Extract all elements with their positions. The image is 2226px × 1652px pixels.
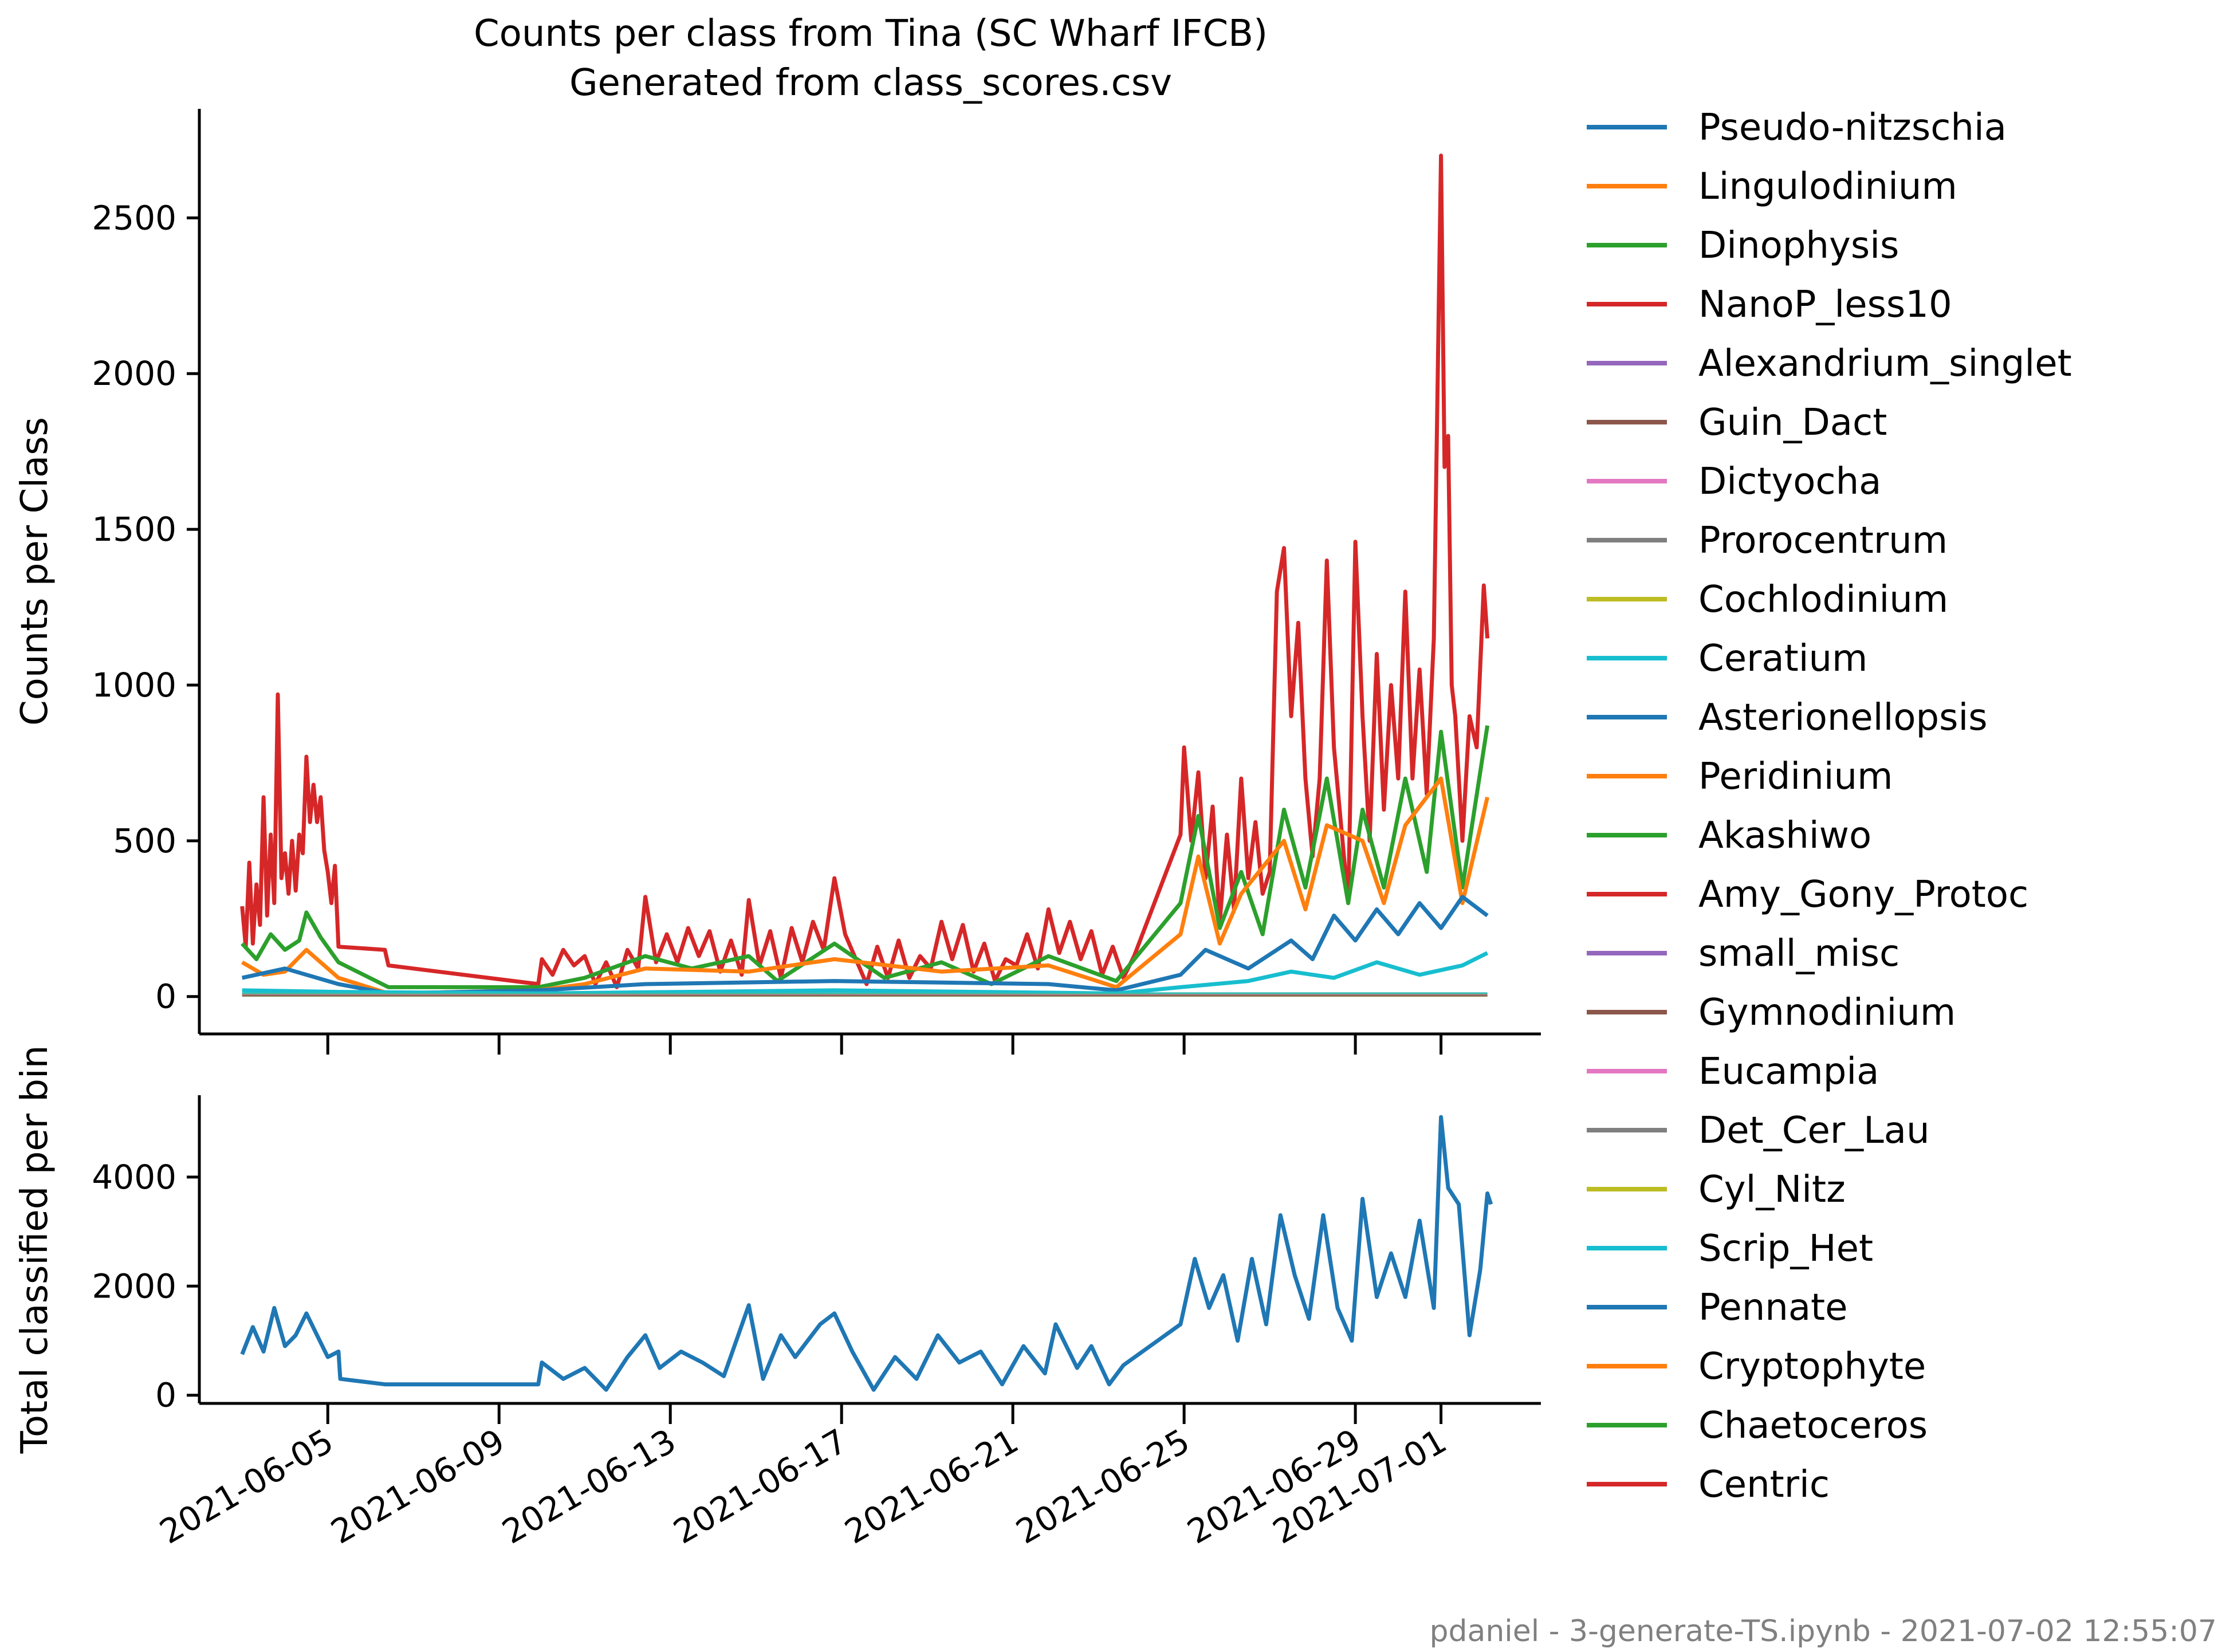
legend-label: small_misc: [1698, 933, 1899, 975]
y-tick-label: 1000: [92, 666, 176, 705]
legend-label: Chaetoceros: [1698, 1405, 1928, 1447]
y-axis-label: Counts per Class: [14, 417, 56, 726]
legend-label: Det_Cer_Lau: [1698, 1110, 1930, 1152]
legend-label: Eucampia: [1698, 1051, 1879, 1093]
chart-title: Counts per class from Tina (SC Wharf IFC…: [474, 13, 1268, 55]
legend-label: NanoP_less10: [1698, 284, 1952, 326]
y-tick-label: 2000: [92, 354, 176, 393]
legend-label: Amy_Gony_Protoc: [1698, 874, 2028, 916]
legend-label: Pennate: [1698, 1287, 1848, 1329]
y-tick-label: 4000: [92, 1158, 176, 1197]
legend-label: Lingulodinium: [1698, 166, 1957, 208]
legend-label: Dinophysis: [1698, 225, 1899, 267]
footer-text: pdaniel - 3-generate-TS.ipynb - 2021-07-…: [1429, 1614, 2217, 1649]
legend-label: Alexandrium_singlet: [1698, 343, 2072, 385]
legend-label: Scrip_Het: [1698, 1228, 1873, 1270]
legend-label: Guin_Dact: [1698, 402, 1887, 444]
y-tick-label: 1500: [92, 510, 176, 549]
series-line-centric: [240, 154, 1490, 989]
legend-label: Dictyocha: [1698, 461, 1881, 503]
y-tick-label: 2000: [92, 1266, 176, 1305]
legend-label: Peridinium: [1698, 756, 1893, 798]
legend-label: Cyl_Nitz: [1698, 1169, 1846, 1211]
legend-label: Centric: [1698, 1464, 1830, 1506]
legend-label: Ceratium: [1698, 638, 1867, 680]
legend-label: Pseudo-nitzschia: [1698, 107, 2007, 149]
series-line-cryptophyte: [241, 776, 1490, 996]
legend-label: Cochlodinium: [1698, 579, 1948, 621]
series-line-total: [240, 1115, 1493, 1392]
legend-label: Asterionellopsis: [1698, 697, 1988, 739]
y-axis-label: Total classified per bin: [14, 1045, 56, 1454]
legend-label: Akashiwo: [1698, 815, 1871, 857]
y-tick-label: 0: [155, 977, 176, 1016]
y-tick-label: 2500: [92, 198, 176, 237]
legend-label: Gymnodinium: [1698, 992, 1956, 1034]
legend-label: Prorocentrum: [1698, 520, 1948, 562]
y-tick-label: 500: [113, 821, 176, 860]
legend: Pseudo-nitzschia Lingulodinium Dinophysis N…: [1587, 107, 2072, 1506]
legend-label: Cryptophyte: [1698, 1346, 1926, 1388]
chart-subtitle: Generated from class_scores.csv: [569, 62, 1172, 104]
y-tick-label: 0: [155, 1376, 176, 1415]
top-plot-area: 0 500 1000 1500 2000 2500 Counts per Class: [14, 109, 1541, 1055]
